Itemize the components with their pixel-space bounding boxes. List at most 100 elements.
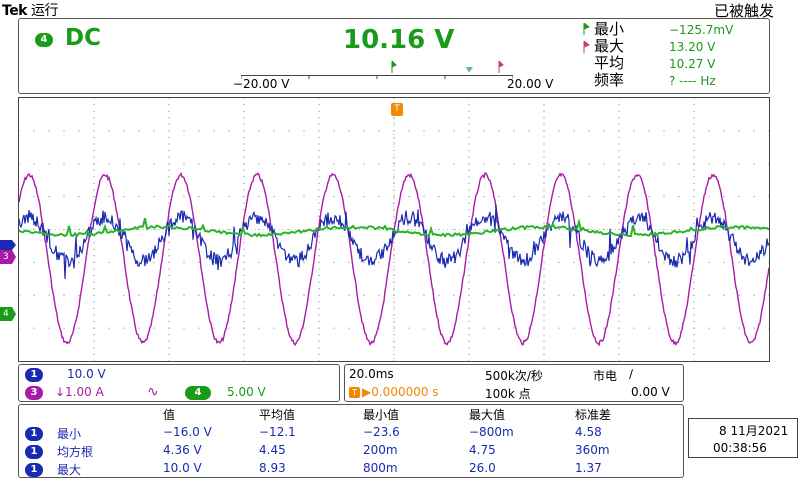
cell-min: 800m bbox=[363, 461, 398, 475]
grid-dot bbox=[648, 163, 650, 165]
grid-dot bbox=[393, 340, 395, 342]
grid-dot bbox=[468, 255, 470, 257]
grid-dot bbox=[678, 294, 680, 296]
grid-dot bbox=[723, 327, 725, 329]
grid-dot bbox=[738, 130, 740, 132]
grid-dot bbox=[468, 196, 470, 198]
grid-dot bbox=[618, 261, 620, 263]
grid-dot bbox=[633, 196, 635, 198]
grid-dot bbox=[258, 261, 260, 263]
grid-dot bbox=[468, 248, 470, 250]
grid-dot bbox=[183, 327, 185, 329]
grid-dot bbox=[243, 347, 245, 349]
grid-dot bbox=[243, 340, 245, 342]
grid-dot bbox=[273, 130, 275, 132]
grid-dot bbox=[543, 123, 545, 125]
ch4-badge[interactable]: 4 bbox=[185, 386, 211, 400]
grid-dot bbox=[588, 327, 590, 329]
cell-value: 10.0 V bbox=[163, 461, 202, 475]
trigger-position-marker[interactable]: T bbox=[391, 103, 403, 116]
grid-dot bbox=[168, 307, 170, 309]
ch3-ground-marker[interactable]: 3 bbox=[0, 250, 16, 264]
stats-header-value: 值 bbox=[163, 408, 176, 422]
grid-dot bbox=[318, 314, 320, 316]
grid-dot bbox=[18, 130, 20, 132]
coupling-label: DC bbox=[65, 25, 101, 51]
grid-dot bbox=[393, 202, 395, 204]
grid-dot bbox=[168, 353, 170, 355]
grid-dot bbox=[738, 261, 740, 263]
grid-dot bbox=[153, 261, 155, 263]
grid-dot bbox=[138, 294, 140, 296]
ch3-badge[interactable]: 3 bbox=[25, 386, 43, 400]
grid-dot bbox=[618, 340, 620, 342]
grid-dot bbox=[243, 261, 245, 263]
grid-dot bbox=[288, 196, 290, 198]
grid-dot bbox=[768, 196, 770, 198]
grid-dot bbox=[213, 196, 215, 198]
grid-dot bbox=[318, 104, 320, 106]
grid-dot bbox=[393, 196, 395, 198]
grid-dot bbox=[243, 275, 245, 277]
cell-max: 26.0 bbox=[469, 461, 496, 475]
grid-dot bbox=[168, 130, 170, 132]
grid-dot bbox=[243, 334, 245, 336]
ch1-badge[interactable]: 1 bbox=[25, 368, 43, 382]
grid-dot bbox=[393, 176, 395, 178]
ch4-ground-marker[interactable]: 4 bbox=[0, 307, 16, 321]
grid-dot bbox=[528, 294, 530, 296]
grid-dot bbox=[708, 229, 710, 230]
grid-dot bbox=[468, 261, 470, 263]
grid-dot bbox=[543, 347, 545, 349]
cell-stddev: 360m bbox=[575, 443, 610, 457]
grid-dot bbox=[183, 163, 185, 165]
grid-dot bbox=[93, 321, 95, 323]
grid-dot bbox=[93, 130, 95, 132]
grid-dot bbox=[393, 117, 395, 119]
grid-dot bbox=[153, 163, 155, 165]
ch1-ground-marker[interactable] bbox=[0, 240, 16, 250]
waveform-display[interactable] bbox=[18, 97, 770, 362]
grid-dot bbox=[618, 117, 620, 119]
grid-dot bbox=[393, 327, 395, 329]
grid-dot bbox=[243, 104, 245, 106]
measurement-stats-table: 值 平均值 最小值 最大值 标准差 1 最小 −16.0 V −12.1 −23… bbox=[18, 404, 684, 478]
grid-dot bbox=[168, 360, 170, 362]
grid-dot bbox=[528, 327, 530, 329]
grid-dot bbox=[633, 163, 635, 165]
grid-dot bbox=[768, 327, 770, 329]
grid-dot bbox=[228, 163, 230, 165]
cell-max: 4.75 bbox=[469, 443, 496, 457]
grid-dot bbox=[18, 196, 20, 198]
grid-dot bbox=[93, 281, 95, 283]
grid-dot bbox=[333, 229, 335, 230]
grid-dot bbox=[243, 143, 245, 145]
grid-dot bbox=[618, 222, 620, 224]
grid-dot bbox=[693, 294, 695, 296]
grid-dot bbox=[393, 215, 395, 217]
grid-dot bbox=[543, 104, 545, 106]
grid-dot bbox=[453, 229, 455, 230]
grid-dot bbox=[543, 248, 545, 250]
grid-dot bbox=[558, 294, 560, 296]
grid-dot bbox=[93, 182, 95, 184]
grid-dot bbox=[168, 123, 170, 125]
meas-value-max: 13.20 V bbox=[669, 40, 716, 54]
grid-dot bbox=[693, 235, 695, 237]
grid-dot bbox=[693, 176, 695, 178]
grid-dot bbox=[318, 97, 320, 99]
grid-dot bbox=[258, 163, 260, 165]
cell-mean: 8.93 bbox=[259, 461, 286, 475]
grid-dot bbox=[618, 242, 620, 244]
grid-dot bbox=[303, 261, 305, 263]
grid-dot bbox=[558, 196, 560, 198]
grid-dot bbox=[303, 196, 305, 198]
grid-dot bbox=[468, 360, 470, 362]
grid-dot bbox=[528, 229, 530, 230]
grid-dot bbox=[618, 314, 620, 316]
grid-dot bbox=[633, 130, 635, 132]
grid-dot bbox=[93, 97, 95, 99]
grid-dot bbox=[693, 327, 695, 329]
grid-dot bbox=[633, 261, 635, 263]
grid-dot bbox=[483, 294, 485, 296]
